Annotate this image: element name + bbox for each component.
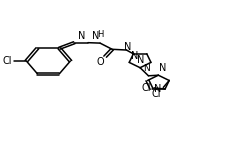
Text: N: N bbox=[124, 42, 132, 52]
Text: Cl: Cl bbox=[151, 89, 161, 99]
Text: H: H bbox=[97, 30, 103, 39]
Text: Cl: Cl bbox=[142, 83, 151, 93]
Text: N: N bbox=[92, 31, 99, 41]
Text: N: N bbox=[154, 84, 161, 94]
Text: N: N bbox=[78, 31, 86, 41]
Text: N: N bbox=[131, 51, 139, 61]
Text: Cl: Cl bbox=[2, 56, 12, 66]
Text: O: O bbox=[96, 57, 104, 67]
Text: N: N bbox=[137, 55, 144, 65]
Text: N: N bbox=[143, 64, 150, 73]
Text: N: N bbox=[159, 63, 167, 74]
